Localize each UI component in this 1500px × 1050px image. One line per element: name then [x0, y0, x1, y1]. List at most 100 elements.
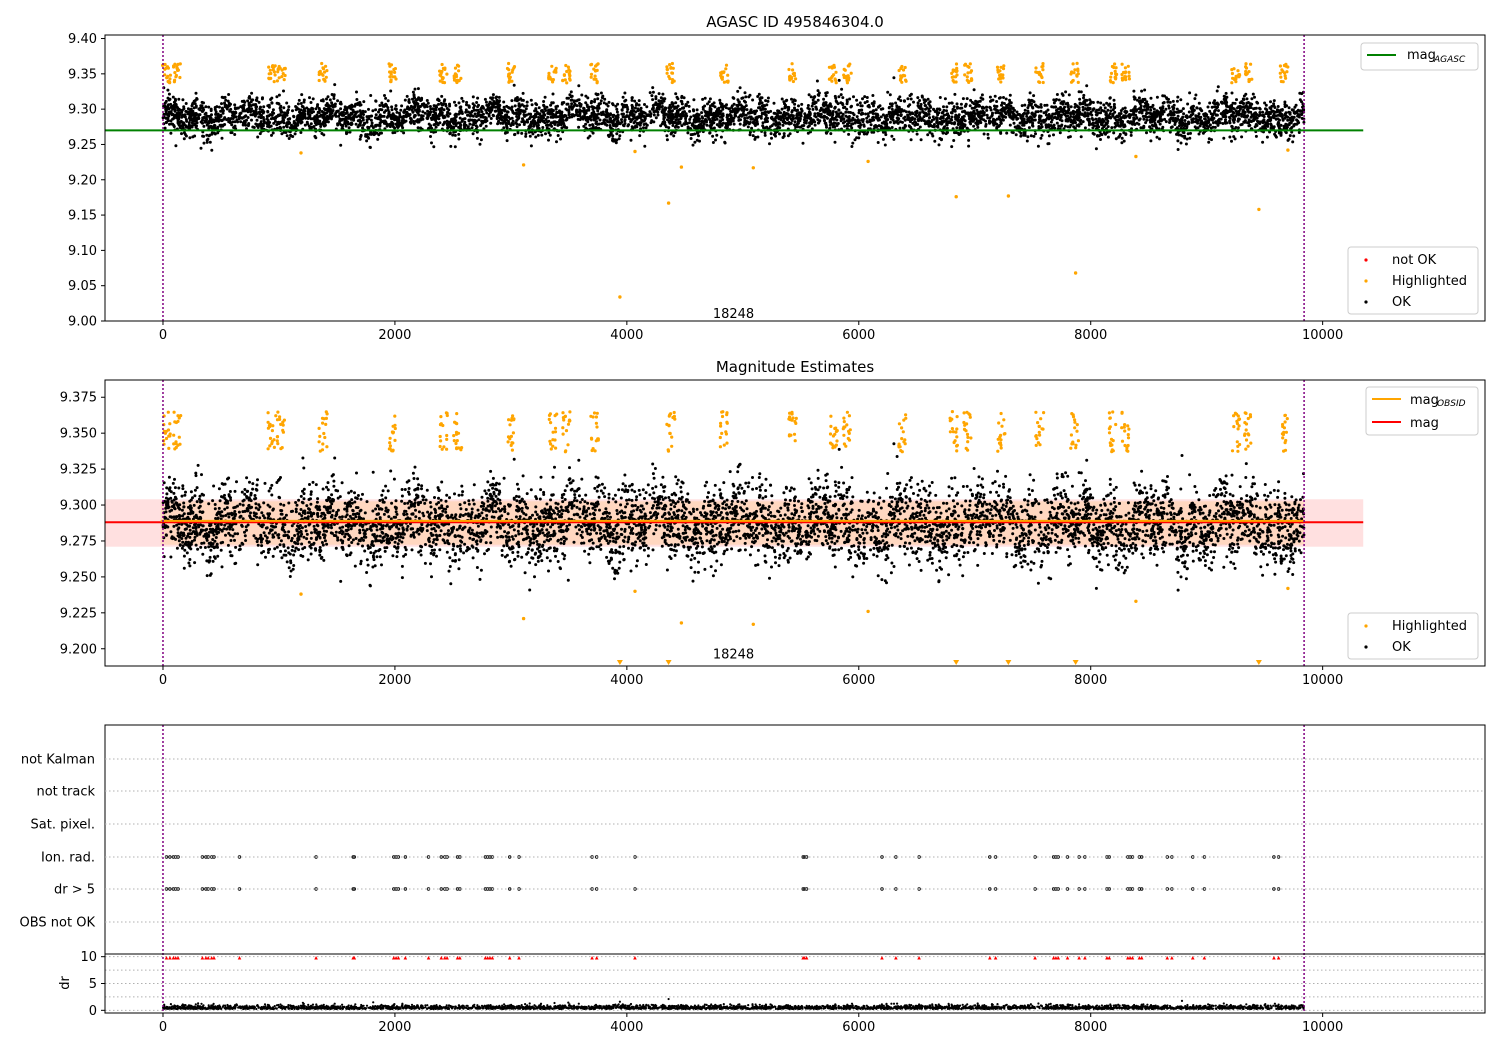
ok-point	[1288, 134, 1292, 138]
ok-point	[1194, 120, 1198, 124]
ok-point	[1001, 118, 1005, 122]
ok-point	[338, 112, 342, 116]
ok-point	[191, 102, 194, 106]
ok-point	[223, 95, 227, 99]
ok-point	[438, 121, 442, 125]
ok-point	[479, 123, 483, 127]
ok-point	[650, 94, 654, 98]
ok-point	[1003, 108, 1006, 112]
ok-point	[283, 115, 287, 119]
ok-point	[666, 118, 669, 122]
ok-point	[540, 109, 544, 113]
ok-point	[570, 102, 574, 106]
ok-point	[1028, 91, 1032, 95]
ok-point	[663, 106, 667, 110]
ok-point	[393, 126, 397, 130]
ok-point	[251, 125, 255, 129]
ok-point	[634, 103, 638, 107]
ok-point	[1097, 134, 1101, 138]
ok-point	[800, 124, 804, 128]
ok-point	[1024, 120, 1028, 124]
ok-point	[402, 114, 406, 118]
ok-point	[661, 92, 665, 96]
ok-point	[751, 134, 755, 138]
ok-point	[373, 116, 377, 120]
ok-point	[166, 106, 170, 110]
ok-point	[623, 91, 627, 95]
ok-point	[184, 134, 188, 138]
ok-point	[1047, 134, 1051, 138]
ok-point	[1228, 115, 1231, 119]
ok-point	[339, 143, 343, 147]
ok-point	[340, 112, 344, 115]
ok-point	[591, 131, 595, 135]
ok-point	[1158, 137, 1161, 141]
ok-point	[988, 116, 992, 120]
ok-point	[417, 109, 421, 113]
ok-point	[1096, 100, 1100, 104]
ok-point	[746, 125, 750, 129]
ok-point	[967, 144, 971, 148]
ok-point	[295, 106, 299, 110]
ok-point	[362, 100, 366, 104]
ok-point	[529, 115, 533, 119]
ok-point	[1078, 101, 1082, 105]
ok-point	[642, 119, 646, 123]
ok-point	[463, 125, 467, 129]
ok-point	[470, 126, 474, 130]
ok-point	[567, 113, 571, 117]
ok-point	[620, 108, 624, 112]
ok-point	[485, 111, 489, 115]
ok-point	[913, 123, 917, 127]
ok-point	[1099, 138, 1102, 141]
ok-point	[696, 125, 700, 128]
ok-point	[834, 110, 838, 114]
ok-point	[1176, 139, 1180, 143]
ok-point	[666, 115, 670, 119]
ok-point	[449, 144, 453, 148]
ok-point	[372, 133, 376, 137]
ok-point	[1127, 120, 1131, 124]
ok-point	[1083, 113, 1087, 117]
ok-point	[967, 138, 971, 142]
ok-point	[1219, 112, 1223, 116]
ok-point	[793, 102, 797, 106]
ok-point	[433, 108, 437, 112]
ok-point	[358, 109, 362, 113]
ok-point	[630, 96, 634, 100]
ok-point	[654, 97, 658, 101]
ok-point	[563, 113, 567, 117]
ok-point	[297, 98, 301, 102]
ok-point	[801, 141, 805, 145]
ok-point	[258, 112, 262, 116]
ok-point	[608, 133, 612, 137]
ok-point	[299, 108, 303, 112]
ok-point	[1023, 108, 1027, 112]
ok-point	[370, 114, 374, 118]
ok-point	[928, 116, 931, 120]
ok-point	[378, 113, 382, 117]
ok-point	[476, 96, 480, 100]
ok-point	[1226, 109, 1230, 113]
ok-point	[505, 113, 509, 117]
ok-point	[912, 100, 915, 104]
ok-point	[517, 98, 520, 102]
ok-point	[210, 148, 214, 152]
ok-point	[1092, 107, 1095, 111]
ok-point	[1008, 123, 1012, 127]
ok-point	[479, 138, 483, 142]
ok-point	[1252, 118, 1256, 122]
ok-point	[1236, 106, 1239, 110]
ok-point	[1002, 96, 1005, 99]
ok-point	[953, 121, 957, 125]
ok-point	[704, 118, 708, 122]
ok-point	[745, 108, 749, 112]
ok-point	[1171, 107, 1175, 111]
ok-point	[1252, 107, 1256, 111]
ok-point	[442, 99, 446, 103]
ok-point	[730, 104, 734, 108]
ok-point	[221, 124, 225, 128]
ok-point	[750, 126, 754, 130]
ok-point	[763, 126, 767, 130]
ok-point	[679, 99, 683, 103]
